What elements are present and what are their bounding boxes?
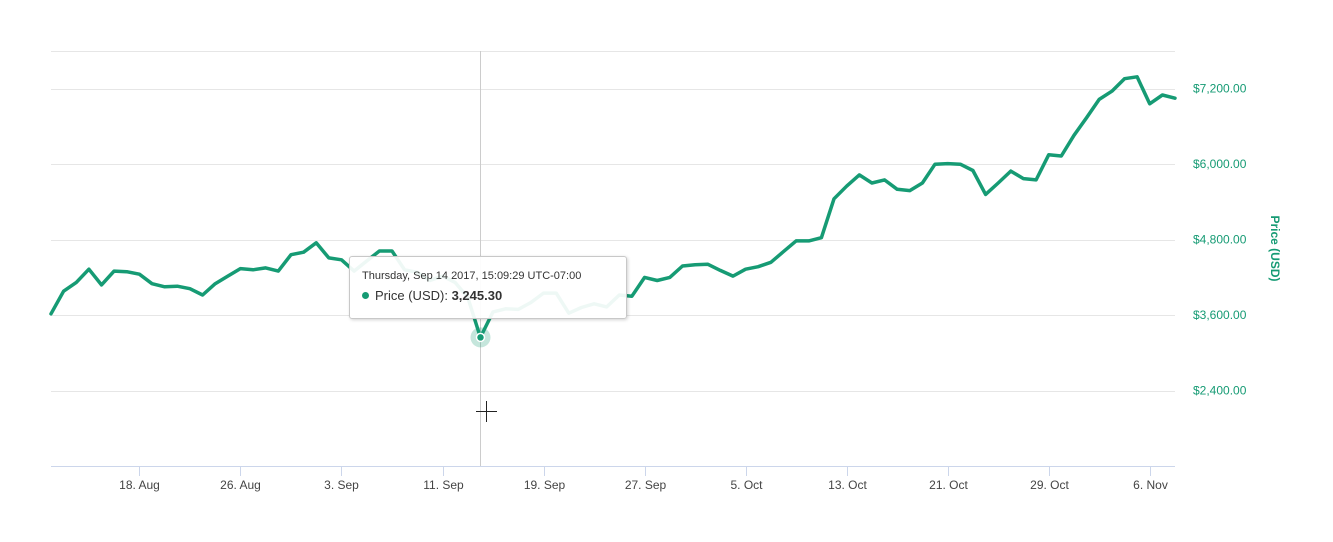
x-tick-label: 27. Sep bbox=[625, 478, 667, 492]
x-tick-label: 11. Sep bbox=[423, 478, 464, 492]
tooltip-value: 3,245.30 bbox=[451, 288, 503, 303]
crosshair-cursor-icon bbox=[476, 401, 497, 422]
gridlines bbox=[51, 51, 1175, 392]
x-tick-label: 13. Oct bbox=[828, 478, 867, 492]
x-axis: 18. Aug 26. Aug 3. Sep 11. Sep 19. Sep 27. Se… bbox=[51, 466, 1175, 492]
hover-marker bbox=[470, 327, 491, 348]
y-tick-label: $4,800.00 bbox=[1193, 233, 1247, 247]
x-tick-label: 21. Oct bbox=[929, 478, 968, 492]
x-tick-label: 19. Sep bbox=[524, 478, 566, 492]
y-tick-label: $2,400.00 bbox=[1193, 384, 1247, 398]
hover-point bbox=[475, 332, 486, 343]
tooltip-header: Thursday, Sep 14 2017, 15:09:29 UTC-07:0… bbox=[362, 270, 582, 282]
tooltip: Thursday, Sep 14 2017, 15:09:29 UTC-07:0… bbox=[349, 256, 627, 319]
x-tick-label: 29. Oct bbox=[1030, 478, 1069, 492]
y-tick-label: $3,600.00 bbox=[1193, 308, 1247, 322]
y-axis: $2,400.00 $3,600.00 $4,800.00 $6,000.00 $7,2… bbox=[1193, 82, 1282, 398]
y-tick-label: $7,200.00 bbox=[1193, 82, 1247, 96]
series-dot-icon bbox=[362, 292, 369, 299]
tooltip-series-label: Price (USD): bbox=[375, 288, 448, 303]
tooltip-row: Price (USD): 3,245.30 bbox=[362, 288, 616, 304]
x-tick-label: 26. Aug bbox=[220, 478, 261, 492]
x-tick-label: 18. Aug bbox=[119, 478, 160, 492]
x-tick-label: 3. Sep bbox=[324, 478, 359, 492]
y-axis-title: Price (USD) bbox=[1268, 215, 1282, 281]
x-tick-label: 5. Oct bbox=[730, 478, 763, 492]
x-tick-label: 6. Nov bbox=[1133, 478, 1168, 492]
y-tick-label: $6,000.00 bbox=[1193, 157, 1247, 171]
